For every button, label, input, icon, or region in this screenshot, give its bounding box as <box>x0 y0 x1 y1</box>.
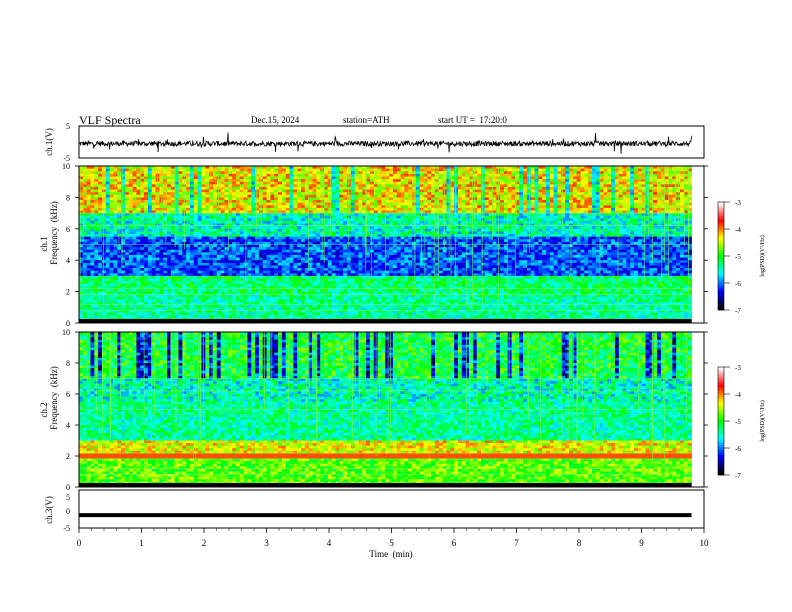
x-axis-label: Time (min) <box>369 549 412 559</box>
ch1-spectrogram-frame <box>78 165 705 324</box>
ch2-cbar-tick-m6: -6 <box>735 445 741 453</box>
spec-ytick-label: 10 <box>62 328 70 337</box>
x-tick-label: 10 <box>700 538 710 548</box>
ch1-cbar-tick-m4: -4 <box>735 226 741 234</box>
spec-ytick-label: 10 <box>62 162 70 171</box>
ch1-spec-ylabel-frequency: Frequency (kHz) <box>49 201 59 264</box>
spec-ytick-label: 8 <box>66 359 70 368</box>
x-tick-label: 4 <box>327 538 332 548</box>
x-tick-label: 6 <box>452 538 457 548</box>
ch3-ytick-bottom: -5 <box>63 524 70 533</box>
spec-ytick-label: 6 <box>66 225 70 234</box>
date-label: Dec.15, 2024 <box>251 115 300 125</box>
ch1-cbar-tick-m6: -6 <box>735 280 741 288</box>
ch1-cbar-tick-m5: -5 <box>735 253 741 261</box>
ch2-colorbar-frame <box>717 366 725 476</box>
x-tick-label: 0 <box>77 538 82 548</box>
ch1-colorbar: -3 -4 -5 -6 -7 log(PSD)(V²/Hz) <box>717 199 766 315</box>
ch1-cbar-tick-m3: -3 <box>735 199 741 207</box>
ch3-waveform-panel: 5 0 -5 ch.3(V) 0 1 2 3 4 5 6 7 8 9 10 Time (min) <box>44 489 710 559</box>
spec-ytick-label: 4 <box>66 421 70 430</box>
ch2-spectrogram-panel: 0 2 4 6 8 10 ch.2 Frequency (kHz) <box>39 328 708 492</box>
ch2-spectrogram-image <box>79 332 692 488</box>
x-tick-label: 5 <box>389 538 394 548</box>
figure-title: VLF Spectra <box>79 113 141 127</box>
ch2-cbar-tick-m5: -5 <box>735 418 741 426</box>
spec-ytick-label: 8 <box>66 193 70 202</box>
ch2-spec-ylabel-frequency: Frequency (kHz) <box>49 366 59 429</box>
ch2-cbar-tick-m4: -4 <box>735 391 741 399</box>
ch2-colorbar: -3 -4 -5 -6 -7 log(PSD)(V²/Hz) <box>717 364 766 480</box>
x-tick-label: 9 <box>639 538 644 548</box>
start-time-label: start UT = 17:20:0 <box>438 115 507 125</box>
spec-ytick-label: 0 <box>66 319 70 328</box>
ch1-waveform-line <box>78 132 692 154</box>
ch2-spectrogram-frame <box>78 331 705 488</box>
ch1-ytick-bottom: -5 <box>63 154 70 163</box>
ch3-waveform-frame <box>78 489 705 529</box>
ch1-colorbar-frame <box>717 201 725 311</box>
ch1-spec-ylabel-channel: ch.1 <box>39 236 49 251</box>
ch1-ylabel: ch.1(V) <box>44 128 54 156</box>
spec-ytick-label: 4 <box>66 256 70 265</box>
x-tick-label: 2 <box>202 538 207 548</box>
ch1-waveform-panel: 5 -5 ch.1(V) <box>44 122 705 163</box>
ch1-ytick-top: 5 <box>66 122 70 131</box>
ch2-cbar-tick-m3: -3 <box>735 364 741 372</box>
ch1-cbar-tick-m7: -7 <box>735 307 741 315</box>
station-label: station=ATH <box>343 115 390 125</box>
ch3-ytick-top: 5 <box>66 493 70 502</box>
spec-ytick-label: 0 <box>66 483 70 492</box>
x-tick-label: 3 <box>264 538 269 548</box>
ch3-ytick-mid: 0 <box>66 507 70 516</box>
ch1-cbar-label: log(PSD)(V²/Hz) <box>759 235 766 276</box>
spec-ytick-label: 2 <box>66 452 70 461</box>
x-tick-label: 1 <box>139 538 144 548</box>
x-tick-label: 8 <box>577 538 582 548</box>
ch1-spectrogram-image <box>79 166 692 324</box>
ch2-spec-ylabel-channel: ch.2 <box>39 402 49 417</box>
spec-ytick-label: 2 <box>66 288 70 297</box>
spec-ytick-label: 6 <box>66 390 70 399</box>
ch3-ylabel: ch.3(V) <box>44 496 54 524</box>
x-tick-label: 7 <box>514 538 519 548</box>
ch2-cbar-tick-m7: -7 <box>735 472 741 480</box>
ch2-cbar-label: log(PSD)(V²/Hz) <box>759 400 766 441</box>
ch1-spectrogram-panel: 0 2 4 6 8 10 ch.1 Frequency (kHz) <box>39 162 708 328</box>
ch1-waveform-frame <box>78 125 705 159</box>
